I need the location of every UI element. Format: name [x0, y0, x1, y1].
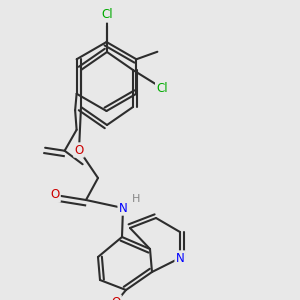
Text: O: O — [50, 188, 60, 202]
Text: N: N — [118, 202, 127, 214]
Text: O: O — [74, 143, 84, 157]
Text: H: H — [132, 194, 141, 204]
Text: N: N — [176, 251, 184, 265]
Text: O: O — [111, 296, 121, 300]
Text: Cl: Cl — [101, 8, 113, 22]
Text: Cl: Cl — [156, 82, 168, 94]
